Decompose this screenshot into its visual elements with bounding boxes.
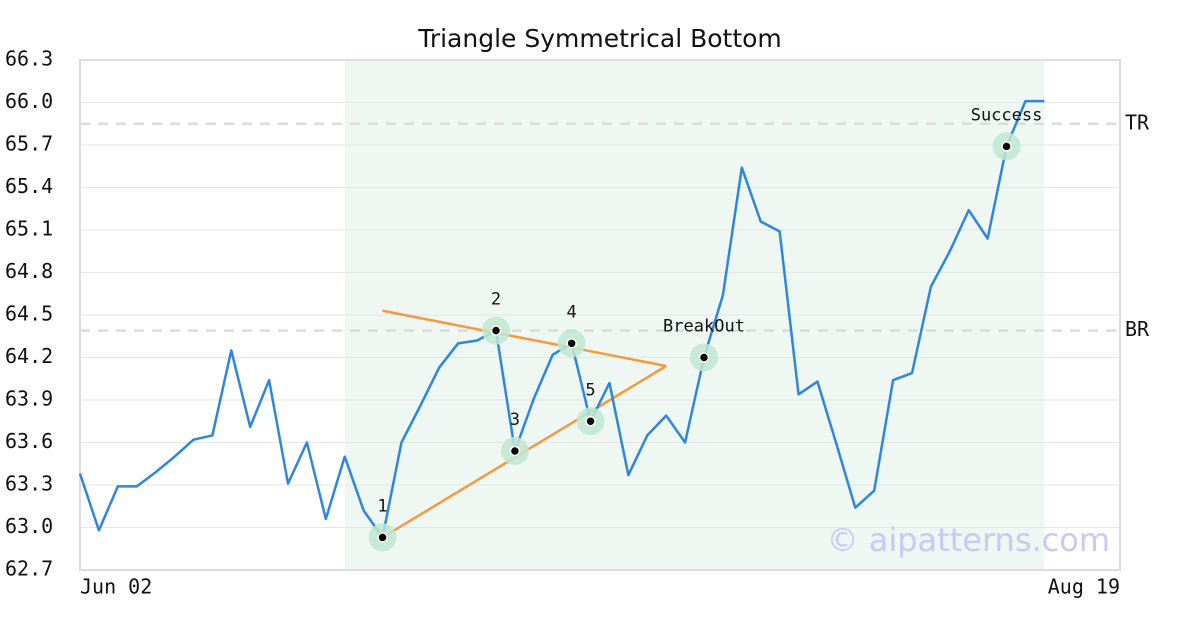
y-tick-label: 62.7: [5, 557, 53, 581]
point-marker: [585, 416, 596, 427]
y-tick-label: 63.6: [5, 429, 53, 453]
y-tick-label: 65.4: [5, 174, 53, 198]
point-label: Success: [971, 105, 1043, 125]
point-label: BreakOut: [663, 317, 745, 337]
point-marker: [1001, 141, 1012, 152]
point-marker: [509, 445, 521, 457]
y-tick-label: 63.9: [5, 387, 53, 411]
y-tick-label: 63.0: [5, 514, 53, 538]
point-label: 2: [491, 290, 501, 310]
point-marker: [566, 338, 577, 349]
y-tick-label: 63.3: [5, 472, 53, 496]
y-tick-label: 66.3: [5, 47, 53, 71]
y-tick-label: 65.1: [5, 217, 53, 241]
y-tick-label: 64.8: [5, 259, 53, 283]
level-label: TR: [1125, 110, 1150, 134]
x-tick-label: Aug 19: [1048, 575, 1120, 599]
watermark: © aipatterns.com: [827, 521, 1110, 559]
point-marker: [698, 352, 710, 363]
point-marker: [490, 325, 502, 336]
y-tick-label: 65.7: [5, 132, 53, 156]
y-tick-label: 66.0: [5, 89, 53, 113]
point-label: 3: [510, 410, 520, 430]
x-tick-label: Jun 02: [80, 575, 152, 599]
point-label: 4: [567, 302, 577, 322]
y-tick-label: 64.5: [5, 302, 53, 326]
y-tick-label: 64.2: [5, 344, 53, 368]
trendline: [382, 309, 667, 368]
chart-title: Triangle Symmetrical Bottom: [417, 24, 782, 53]
plot-frame: [79, 59, 1121, 571]
point-marker: [377, 532, 388, 543]
point-label: 5: [585, 380, 595, 400]
point-label: 1: [377, 496, 387, 516]
level-label: BR: [1125, 317, 1150, 341]
